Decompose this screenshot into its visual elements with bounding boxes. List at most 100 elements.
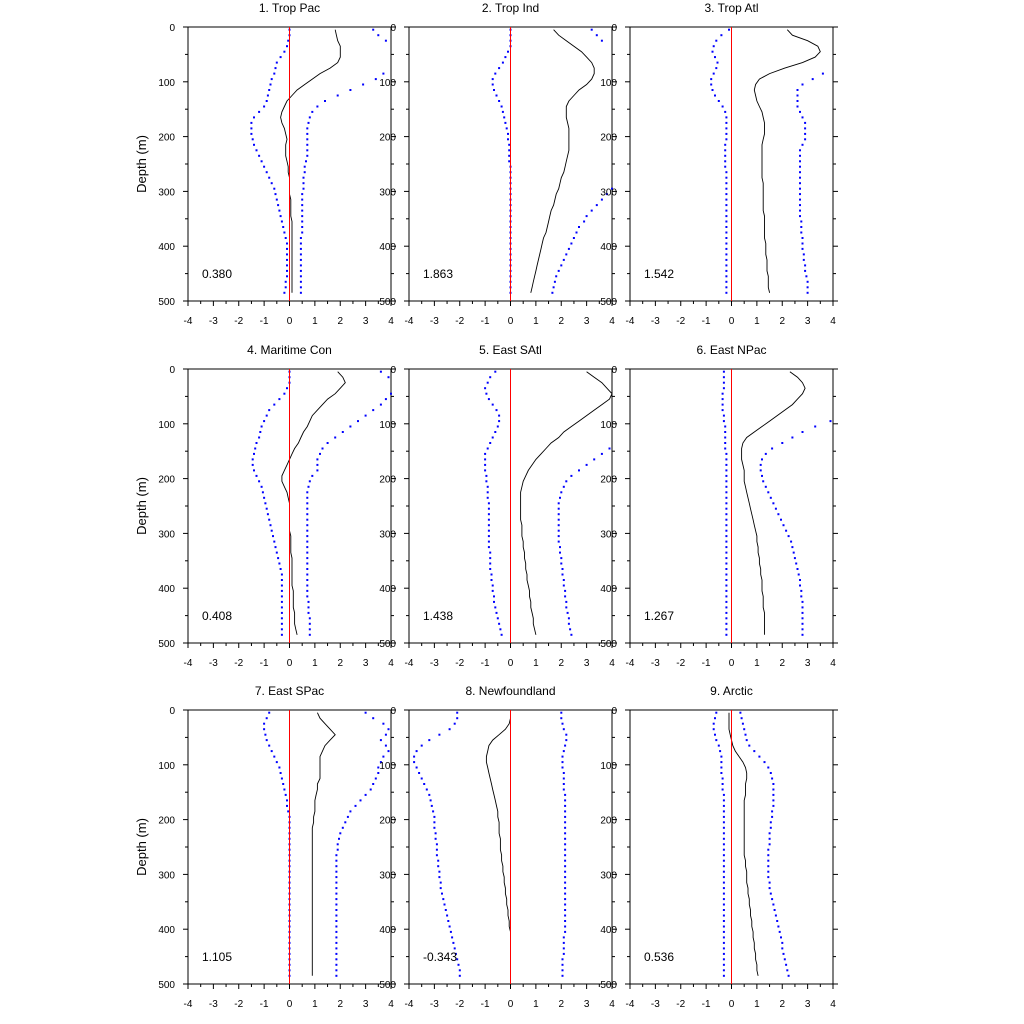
- bound-point-2: [494, 370, 497, 373]
- bound-point-1: [564, 826, 567, 829]
- y-tick-label: 500: [600, 297, 617, 308]
- bound-point-1: [772, 799, 775, 802]
- bound-point-1: [799, 198, 801, 201]
- y-tick-label: 200: [600, 816, 617, 827]
- bound-point-1: [804, 269, 807, 272]
- bound-point-2: [270, 529, 273, 532]
- bound-point-1: [308, 628, 311, 631]
- bound-point-1: [301, 231, 304, 234]
- bound-point-2: [273, 72, 276, 75]
- bound-point-1: [557, 535, 560, 538]
- bound-point-2: [263, 105, 266, 108]
- bound-point-2: [484, 387, 487, 390]
- bound-point-2: [283, 788, 286, 791]
- bound-point-2: [268, 409, 271, 412]
- bound-point-1: [767, 876, 770, 879]
- bound-point-2: [720, 766, 723, 769]
- bound-point-1: [335, 892, 338, 895]
- bound-point-1: [782, 524, 785, 527]
- bound-point-2: [722, 914, 725, 917]
- bound-point-1: [785, 529, 788, 532]
- bound-point-2: [251, 138, 254, 141]
- bound-point-2: [434, 837, 437, 840]
- bound-point-2: [725, 215, 728, 218]
- bound-point-2: [725, 617, 728, 620]
- bound-point-1: [799, 215, 801, 218]
- bound-point-2: [491, 83, 494, 86]
- bound-point-2: [725, 633, 728, 636]
- bound-point-1: [814, 425, 817, 428]
- bound-point-1: [390, 392, 392, 395]
- bound-point-2: [493, 600, 495, 603]
- bound-point-1: [339, 832, 342, 835]
- x-tick-label: -2: [676, 999, 685, 1010]
- bound-point-1: [600, 39, 603, 42]
- bound-point-1: [801, 600, 804, 603]
- bound-point-2: [283, 291, 286, 294]
- bound-point-2: [503, 116, 506, 119]
- bound-point-2: [269, 524, 272, 527]
- bound-point-1: [792, 551, 795, 554]
- bound-point-1: [306, 138, 309, 141]
- bound-point-1: [562, 728, 565, 731]
- bound-point-1: [572, 237, 575, 239]
- bound-point-2: [724, 447, 727, 450]
- bound-point-1: [564, 892, 567, 895]
- x-tick-label: 4: [388, 999, 394, 1010]
- bound-point-1: [349, 810, 352, 813]
- bound-point-2: [287, 39, 290, 42]
- bound-point-1: [301, 198, 304, 201]
- bound-point-2: [487, 535, 490, 538]
- bound-point-1: [570, 633, 573, 636]
- bound-point-2: [441, 892, 443, 895]
- bound-point-1: [335, 865, 338, 868]
- x-tick-label: 1: [312, 999, 318, 1010]
- bound-point-1: [564, 876, 567, 879]
- bound-point-2: [275, 198, 278, 201]
- bound-point-2: [279, 568, 282, 570]
- bound-point-2: [430, 804, 433, 807]
- bound-point-2: [444, 909, 447, 911]
- bound-point-1: [557, 540, 560, 543]
- bound-point-1: [335, 887, 338, 890]
- bound-point-2: [725, 606, 728, 609]
- bound-point-2: [283, 231, 286, 234]
- bound-point-2: [433, 821, 436, 824]
- bound-point-2: [280, 573, 283, 576]
- bound-point-2: [429, 799, 432, 802]
- bound-point-2: [495, 94, 498, 97]
- y-tick-label: 200: [379, 816, 396, 827]
- bound-point-1: [811, 78, 814, 81]
- x-tick-label: -3: [651, 316, 660, 327]
- bound-point-2: [722, 958, 725, 961]
- bound-point-2: [278, 398, 281, 401]
- bound-point-1: [801, 633, 804, 636]
- x-tick-label: -3: [209, 658, 218, 669]
- bound-point-1: [767, 859, 770, 862]
- bound-point-1: [799, 154, 801, 157]
- bound-point-2: [280, 628, 283, 631]
- bound-point-1: [585, 463, 588, 466]
- bound-point-2: [725, 116, 728, 119]
- bound-point-1: [799, 171, 801, 174]
- bound-point-1: [800, 226, 803, 228]
- x-tick-label: 0: [729, 316, 735, 327]
- bound-point-2: [286, 253, 288, 256]
- bound-point-2: [722, 887, 725, 890]
- bound-point-1: [335, 898, 338, 901]
- bound-point-1: [308, 617, 311, 620]
- x-tick-label: 3: [805, 316, 811, 327]
- bound-point-2: [433, 826, 436, 829]
- y-tick-label: 300: [379, 529, 396, 540]
- bound-point-2: [725, 264, 728, 267]
- bound-point-2: [507, 132, 509, 135]
- bound-point-2: [423, 783, 426, 785]
- x-tick-label: -3: [651, 658, 660, 669]
- bound-point-1: [564, 804, 567, 807]
- bound-point-2: [272, 535, 274, 538]
- bound-point-1: [768, 887, 771, 890]
- bound-point-1: [782, 952, 785, 955]
- bound-point-1: [763, 761, 766, 764]
- bound-point-2: [712, 722, 715, 725]
- bound-point-2: [263, 722, 266, 725]
